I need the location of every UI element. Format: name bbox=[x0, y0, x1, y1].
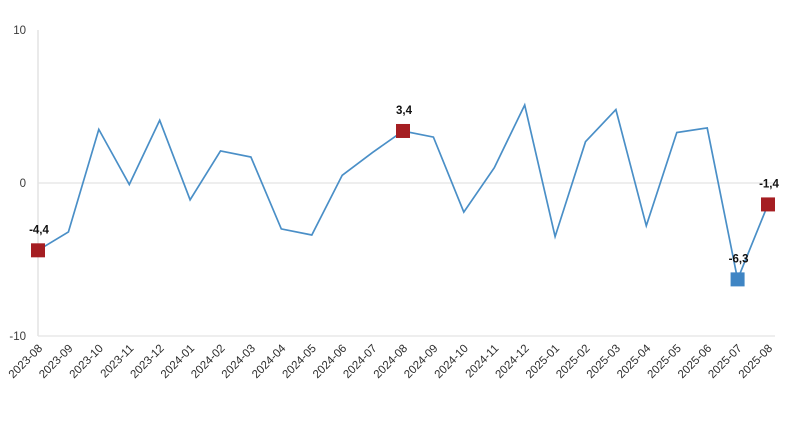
point-value-label: -6,3 bbox=[729, 253, 749, 265]
y-tick-label: 10 bbox=[13, 25, 26, 37]
highlight-marker-2024-08 bbox=[396, 123, 410, 138]
point-value-label: 3,4 bbox=[396, 105, 413, 117]
x-tick-label: 2024-10 bbox=[433, 343, 471, 381]
highlight-marker-2023-08 bbox=[31, 243, 45, 258]
point-value-label: -1,4 bbox=[759, 178, 779, 190]
highlight-marker-2025-08 bbox=[761, 197, 775, 212]
x-tick-label: 2025-08 bbox=[737, 343, 775, 381]
point-value-label: -4,4 bbox=[29, 224, 49, 236]
x-tick-label: 2023-10 bbox=[68, 343, 106, 381]
highlight-marker-2025-07 bbox=[730, 272, 745, 287]
y-tick-label: 0 bbox=[20, 178, 26, 190]
y-tick-label: -10 bbox=[9, 331, 26, 343]
